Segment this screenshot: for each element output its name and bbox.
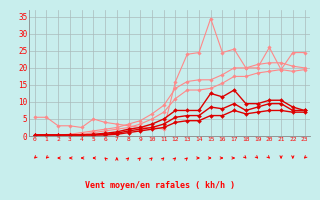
Text: Vent moyen/en rafales ( kh/h ): Vent moyen/en rafales ( kh/h ) (85, 181, 235, 190)
